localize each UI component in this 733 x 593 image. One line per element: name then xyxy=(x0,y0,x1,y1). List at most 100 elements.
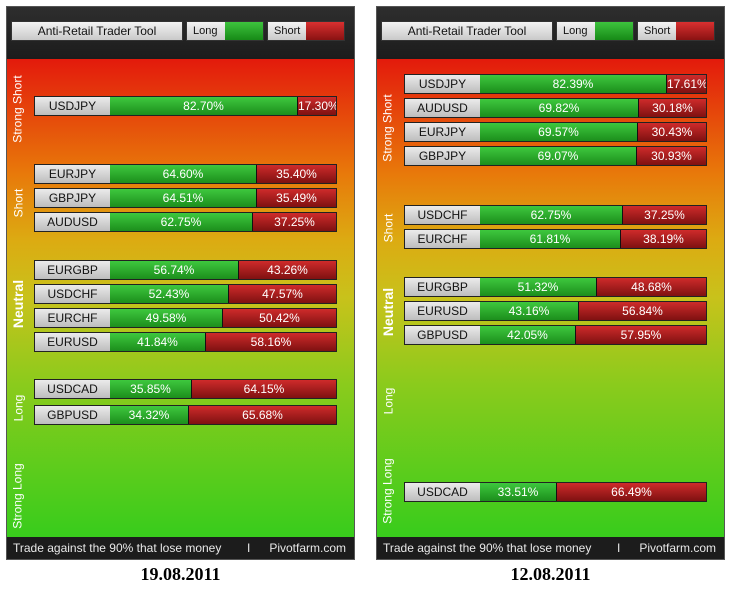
long-bar: 51.32% xyxy=(480,278,596,296)
short-bar: 35.40% xyxy=(256,165,336,183)
pair-row: AUDUSD 62.75% 37.25% xyxy=(34,212,337,232)
tool-title: Anti-Retail Trader Tool xyxy=(11,21,183,41)
pair-name: EURJPY xyxy=(35,165,110,183)
legend-short: Short xyxy=(267,21,345,41)
pair-row: EURGBP 56.74% 43.26% xyxy=(34,260,337,280)
long-bar: 49.58% xyxy=(110,309,222,327)
pair-name: USDCHF xyxy=(405,206,480,224)
pair-name: GBPJPY xyxy=(35,189,110,207)
pair-row: EURJPY 64.60% 35.40% xyxy=(34,164,337,184)
sentiment-area: Strong Short Short Neutral Long Strong L… xyxy=(7,59,354,537)
zone-label: Short xyxy=(11,188,25,218)
pair-name: USDJPY xyxy=(405,75,480,93)
long-bar: 61.81% xyxy=(480,230,620,248)
long-bar: 69.07% xyxy=(480,147,636,165)
zone-neutral: Neutral xyxy=(377,267,399,357)
zone-strong-short: Strong Short xyxy=(377,63,399,193)
legend-short-label: Short xyxy=(644,25,671,37)
long-bar: 56.74% xyxy=(110,261,238,279)
zone-neutral: Neutral xyxy=(7,259,29,349)
pair-name: EURJPY xyxy=(405,123,480,141)
short-bar: 56.84% xyxy=(578,302,706,320)
panel-footer: Trade against the 90% that lose money I … xyxy=(7,537,354,559)
pair-row: USDCHF 52.43% 47.57% xyxy=(34,284,337,304)
zone-strong-short: Strong Short xyxy=(7,63,29,155)
pair-name: EURCHF xyxy=(405,230,480,248)
short-bar: 38.19% xyxy=(620,230,706,248)
snapshot-date: 12.08.2011 xyxy=(510,564,591,584)
legend-short: Short xyxy=(637,21,715,41)
long-bar: 42.05% xyxy=(480,326,575,344)
pair-row: EURGBP 51.32% 48.68% xyxy=(404,277,707,297)
zone-short: Short xyxy=(7,165,29,241)
pair-name: EURGBP xyxy=(35,261,110,279)
long-bar: 41.84% xyxy=(110,333,205,351)
long-bar: 35.85% xyxy=(110,380,191,398)
zone-label: Long xyxy=(381,387,396,415)
pair-row: EURJPY 69.57% 30.43% xyxy=(404,122,707,142)
long-bar: 69.57% xyxy=(480,123,637,141)
pair-name: GBPUSD xyxy=(405,326,480,344)
short-bar: 66.49% xyxy=(556,483,706,501)
pair-row: USDCAD 33.51% 66.49% xyxy=(404,482,707,502)
footer-separator: I xyxy=(617,541,621,555)
legend-long-label: Long xyxy=(563,25,588,37)
pair-row: USDCHF 62.75% 37.25% xyxy=(404,205,707,225)
long-bar: 82.70% xyxy=(110,97,297,115)
panel-header: Anti-Retail Trader Tool Long Short xyxy=(377,7,724,59)
footer-tagline: Trade against the 90% that lose money xyxy=(13,541,222,555)
footer-separator: I xyxy=(247,541,251,555)
short-bar: 43.26% xyxy=(238,261,336,279)
pair-name: USDCAD xyxy=(35,380,110,398)
pair-row: EURCHF 49.58% 50.42% xyxy=(34,308,337,328)
zone-label: Short xyxy=(381,213,395,243)
short-bar: 64.15% xyxy=(191,380,336,398)
short-bar: 30.93% xyxy=(636,147,706,165)
long-bar: 43.16% xyxy=(480,302,578,320)
trader-tool-panel-left: Anti-Retail Trader Tool Long Short Stron… xyxy=(6,6,355,560)
long-bar: 64.60% xyxy=(110,165,256,183)
short-bar: 37.25% xyxy=(252,213,336,231)
short-bar: 37.25% xyxy=(622,206,706,224)
zone-label: Neutral xyxy=(10,279,27,329)
pair-row: USDCAD 35.85% 64.15% xyxy=(34,379,337,399)
pair-name: EURCHF xyxy=(35,309,110,327)
short-bar: 17.61% xyxy=(666,75,706,93)
legend-short-swatch xyxy=(676,22,714,40)
long-bar: 52.43% xyxy=(110,285,228,303)
short-bar: 30.43% xyxy=(637,123,706,141)
pair-row: USDJPY 82.70% 17.30% xyxy=(34,96,337,116)
sentiment-area: Strong Short Short Neutral Long Strong L… xyxy=(377,59,724,537)
panel-footer: Trade against the 90% that lose money I … xyxy=(377,537,724,559)
legend-long: Long xyxy=(186,21,264,41)
pair-row: EURCHF 61.81% 38.19% xyxy=(404,229,707,249)
legend-long: Long xyxy=(556,21,634,41)
zone-label: Strong Long xyxy=(11,463,26,529)
long-bar: 64.51% xyxy=(110,189,256,207)
zone-short: Short xyxy=(377,205,399,251)
pair-name: EURGBP xyxy=(405,278,480,296)
long-bar: 34.32% xyxy=(110,406,188,424)
long-bar: 69.82% xyxy=(480,99,638,117)
legend-long-swatch xyxy=(595,22,633,40)
short-bar: 35.49% xyxy=(256,189,336,207)
pair-name: GBPJPY xyxy=(405,147,480,165)
short-bar: 30.18% xyxy=(638,99,706,117)
pair-name: EURUSD xyxy=(35,333,110,351)
short-bar: 58.16% xyxy=(205,333,336,351)
zone-label: Long xyxy=(11,394,26,422)
legend-long-swatch xyxy=(225,22,263,40)
trader-tool-panel-right: Anti-Retail Trader Tool Long Short Stron… xyxy=(376,6,725,560)
pair-row: EURUSD 41.84% 58.16% xyxy=(34,332,337,352)
zone-strong-long: Strong Long xyxy=(7,455,29,537)
pair-row: AUDUSD 69.82% 30.18% xyxy=(404,98,707,118)
footer-site-link[interactable]: Pivotfarm.com xyxy=(269,541,346,555)
short-bar: 48.68% xyxy=(596,278,706,296)
short-bar: 65.68% xyxy=(188,406,336,424)
pair-name: AUDUSD xyxy=(35,213,110,231)
pair-name: USDCHF xyxy=(35,285,110,303)
zone-label: Neutral xyxy=(380,287,397,337)
short-bar: 17.30% xyxy=(297,97,336,115)
footer-site-link[interactable]: Pivotfarm.com xyxy=(639,541,716,555)
short-bar: 47.57% xyxy=(228,285,336,303)
